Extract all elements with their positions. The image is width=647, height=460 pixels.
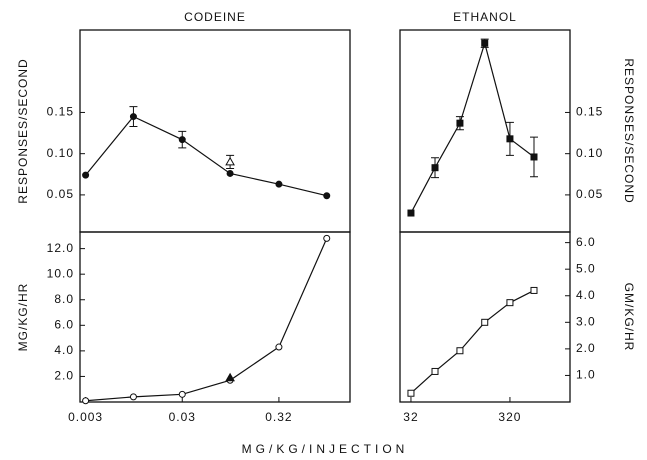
data-point bbox=[129, 393, 137, 401]
data-point bbox=[129, 113, 137, 121]
plot-frame bbox=[399, 231, 571, 403]
data-point bbox=[275, 180, 283, 188]
x-tick-label: 32 bbox=[403, 410, 418, 424]
data-point bbox=[323, 192, 331, 200]
panel-title: CODEINE bbox=[184, 10, 246, 24]
y-tick-label: 2.0 bbox=[576, 341, 596, 355]
plot-frame bbox=[79, 29, 351, 233]
plot-frame bbox=[399, 29, 571, 233]
data-point bbox=[456, 119, 464, 127]
data-point bbox=[506, 135, 514, 143]
y-tick-label: 1.0 bbox=[576, 368, 596, 382]
data-point bbox=[225, 156, 235, 166]
y-tick-label: 10.0 bbox=[47, 266, 74, 280]
y-tick-label: 6.0 bbox=[576, 235, 596, 249]
x-axis-label: MG/KG/INJECTION bbox=[242, 442, 409, 456]
y-tick-label: 0.15 bbox=[47, 105, 74, 119]
y-tick-label: 8.0 bbox=[54, 292, 74, 306]
data-point bbox=[82, 397, 90, 405]
x-tick-label: 320 bbox=[498, 410, 521, 424]
y-tick-label: 0.05 bbox=[47, 187, 74, 201]
data-point bbox=[178, 136, 186, 144]
data-point bbox=[530, 286, 538, 294]
y-tick-label: 0.05 bbox=[576, 187, 603, 201]
y-tick-label: 5.0 bbox=[576, 261, 596, 275]
y-tick-label: 4.0 bbox=[576, 288, 596, 302]
data-point bbox=[407, 209, 415, 217]
data-point bbox=[407, 389, 415, 397]
series-line bbox=[410, 41, 535, 214]
data-point bbox=[225, 372, 235, 382]
data-point bbox=[82, 171, 90, 179]
data-point bbox=[431, 367, 439, 375]
data-point bbox=[226, 169, 234, 177]
y-tick-label: 0.15 bbox=[576, 105, 603, 119]
y-axis-label: RESPONSES/SECOND bbox=[622, 58, 636, 203]
y-axis-label: RESPONSES/SECOND bbox=[16, 58, 30, 203]
series-line bbox=[85, 238, 328, 402]
data-point bbox=[178, 390, 186, 398]
panel-title: ETHANOL bbox=[453, 10, 517, 24]
y-axis-label: GM/KG/HR bbox=[622, 283, 636, 352]
y-tick-label: 4.0 bbox=[54, 343, 74, 357]
y-tick-label: 12.0 bbox=[47, 241, 74, 255]
data-point bbox=[530, 153, 538, 161]
data-point bbox=[456, 347, 464, 355]
y-tick-label: 0.10 bbox=[47, 146, 74, 160]
y-tick-label: 6.0 bbox=[54, 317, 74, 331]
data-point bbox=[431, 164, 439, 172]
y-axis-label: MG/KG/HR bbox=[16, 283, 30, 352]
x-tick-label: 0.003 bbox=[68, 410, 103, 424]
x-tick-label: 0.32 bbox=[265, 410, 292, 424]
x-tick-label: 0.03 bbox=[169, 410, 196, 424]
series-line bbox=[85, 115, 327, 197]
plot-frame bbox=[79, 231, 351, 403]
series-line bbox=[410, 289, 535, 394]
data-point bbox=[275, 343, 283, 351]
y-tick-label: 2.0 bbox=[54, 369, 74, 383]
data-point bbox=[481, 318, 489, 326]
y-tick-label: 3.0 bbox=[576, 314, 596, 328]
data-point bbox=[481, 39, 489, 47]
data-point bbox=[506, 299, 514, 307]
data-point bbox=[323, 234, 331, 242]
y-tick-label: 0.10 bbox=[576, 146, 603, 160]
